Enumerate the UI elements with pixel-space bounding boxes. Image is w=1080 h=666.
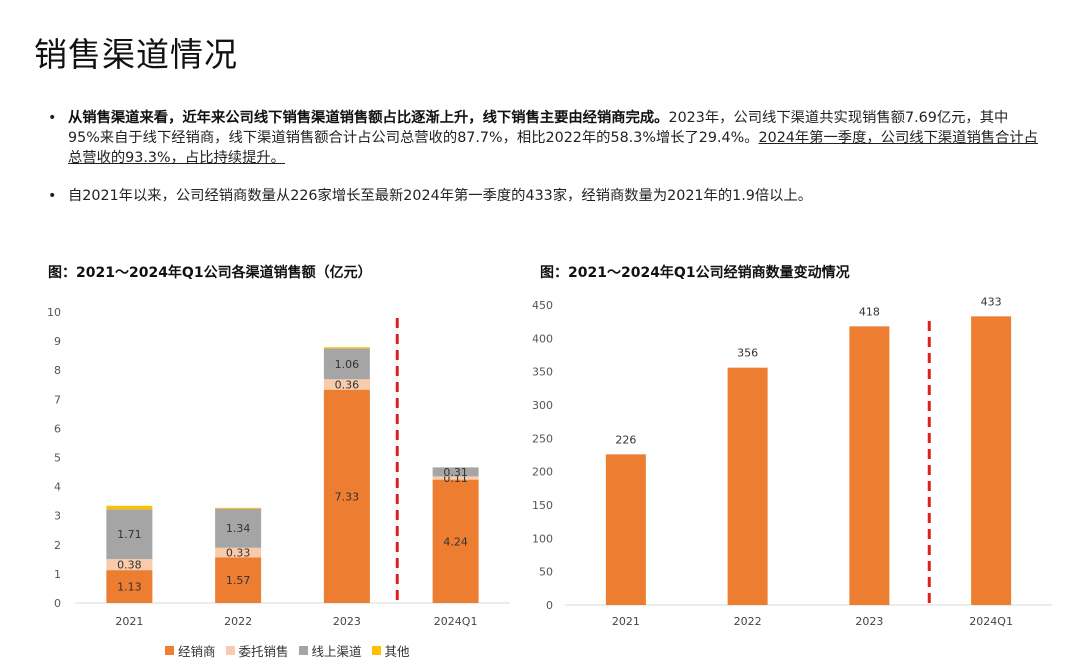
y-tick-label: 0 [546,599,553,612]
bar-segment [106,570,153,603]
legend-label: 线上渠道 [311,644,362,659]
bar-segment [323,389,370,603]
legend-swatch [298,646,308,655]
bar-segment [323,379,370,390]
legend-label: 委托销售 [238,644,289,659]
bar-segment [215,508,262,548]
x-tick-label: 2023 [855,615,883,628]
data-label: 1.71 [117,528,142,541]
channel-sales-chart: 0 1 2 3 4 5 6 7 8 9 10 1.13 0.38 1.71 2021 1.57 0.33 1.34… [47,306,510,628]
x-tick-label: 2022 [224,615,252,628]
bar-segment [106,559,153,571]
x-tick-label: 2021 [612,615,640,628]
data-label: 356 [737,347,758,360]
bullet-1-bold: 从销售渠道来看，近年来公司线下销售渠道销售额占比逐渐上升，线下销售主要由经销商完… [68,110,669,126]
legend-swatch [165,646,174,655]
chart1-legend: 经销商 委托销售 线上渠道 其他 [165,641,410,660]
data-label: 0.31 [443,466,468,479]
legend-swatch [225,646,235,655]
data-label: 226 [615,433,636,446]
data-label: 1.06 [335,358,360,371]
x-tick-label: 2022 [734,615,762,628]
legend-item: 经销商 [165,641,216,660]
data-label: 418 [859,305,880,318]
y-tick-label: 5 [54,452,61,465]
bullet-2-text: 自2021年以来，公司经销商数量从226家增长至最新2024年第一季度的433家… [68,188,813,204]
y-tick-label: 200 [532,466,553,479]
bar-segment [106,509,153,560]
data-label: 0.36 [335,378,360,391]
y-tick-label: 10 [47,306,61,319]
bar-segment [215,557,262,603]
legend-item: 委托销售 [225,641,289,660]
data-label: 7.33 [335,490,360,503]
y-tick-label: 4 [54,481,61,494]
data-label: 0.33 [226,547,251,560]
y-tick-label: 400 [532,332,553,345]
bar [605,454,646,605]
data-label: 0.38 [117,559,142,572]
y-tick-label: 0 [54,597,61,610]
y-tick-label: 8 [54,364,61,377]
legend-item: 线上渠道 [298,641,362,660]
x-tick-label: 2024Q1 [434,615,478,628]
y-tick-label: 7 [54,393,61,406]
bar-segment [432,479,479,603]
chart2-title: 图：2021～2024年Q1公司经销商数量变动情况 [540,265,850,281]
legend-swatch [371,646,381,655]
y-tick-label: 300 [532,399,553,412]
x-tick-label: 2024Q1 [969,615,1013,628]
bullet-list: • 从销售渠道来看，近年来公司线下销售渠道销售额占比逐渐上升，线下销售主要由经销… [48,108,1038,206]
bar-segment [432,467,479,477]
y-tick-label: 2 [54,539,61,552]
data-label: 1.34 [226,522,251,535]
legend-label: 经销商 [178,644,216,659]
bar-segment [106,505,153,510]
y-tick-label: 350 [532,366,553,379]
bar-segment [215,547,262,558]
y-tick-label: 150 [532,499,553,512]
chart1-title: 图：2021～2024年Q1公司各渠道销售额（亿元） [48,265,372,281]
y-tick-label: 3 [54,510,61,523]
y-tick-label: 1 [54,568,61,581]
bullet-1-underlined: 2024年第一季度，公司线下渠道销售合计占总营收的93.3%，占比持续提升。 [68,130,1038,166]
y-tick-label: 6 [54,422,61,435]
bar-segment [432,476,479,480]
bullet-item-2: • 自2021年以来，公司经销商数量从226家增长至最新2024年第一季度的43… [48,186,1038,206]
x-tick-label: 2023 [333,615,361,628]
y-tick-label: 100 [532,532,553,545]
bullet-dot: • [48,110,57,126]
legend-label: 其他 [384,644,410,659]
data-label: 1.57 [226,574,251,587]
bar [849,326,890,605]
x-tick-label: 2021 [115,615,143,628]
bullet-1-text: 2023年，公司线下渠道共实现销售额7.69亿元，其中95%来自于线下经销商，线… [68,110,1009,146]
bar [727,367,768,605]
y-tick-label: 9 [54,335,61,348]
page-title: 销售渠道情况 [34,35,238,74]
bar-segment [323,348,370,380]
legend-item: 其他 [371,641,410,660]
data-label: 433 [981,295,1002,308]
bar-segment [215,507,262,509]
distributor-count-chart: 0 50 100 150 200 250 300 350 400 450 226 2021 356 202… [532,295,1052,628]
data-label: 1.13 [117,581,142,594]
bullet-dot: • [48,188,57,204]
y-tick-label: 450 [532,299,553,312]
bullet-item-1: • 从销售渠道来看，近年来公司线下销售渠道销售额占比逐渐上升，线下销售主要由经销… [48,108,1038,168]
y-tick-label: 250 [532,432,553,445]
y-tick-label: 50 [539,566,553,579]
bar [971,316,1012,605]
bar-segment [323,347,370,349]
data-label: 4.24 [443,535,468,548]
